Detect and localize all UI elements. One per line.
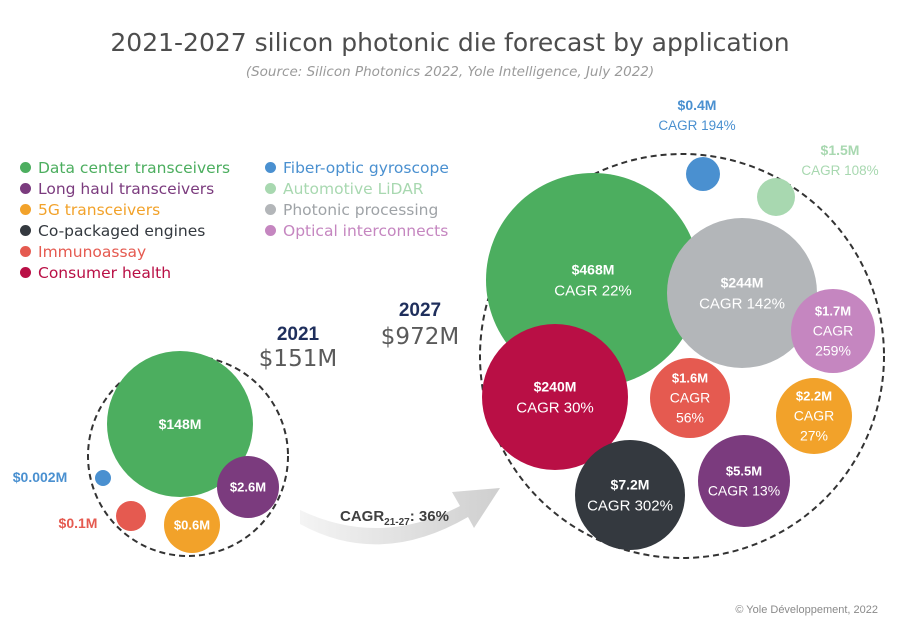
total-2021-label: $151M (258, 346, 338, 372)
bubble-2027-automotive-lidar (757, 178, 795, 216)
legend-swatch (20, 225, 31, 236)
bubble-cagr-label-2027-immunoassay: 56% (676, 410, 704, 426)
bubble-2027-long-haul-transceivers (698, 435, 790, 527)
bubble-cagr-label-2027-automotive-lidar: CAGR 108% (801, 163, 878, 178)
cagr-total-value: : 36% (409, 508, 449, 525)
bubble-2021-long-haul-transceivers (217, 456, 279, 518)
bubble-value-label-2027-photonic-processing: $244M (721, 274, 764, 290)
bubble-cagr-label-2027-co-packaged-engines: CAGR 302% (587, 497, 673, 514)
bubble-value-label-2027-5g-transceivers: $2.2M (796, 389, 832, 404)
legend-swatch (20, 204, 31, 215)
bubble-value-label-2021-5g-transceivers: $0.6M (174, 518, 210, 533)
legend-swatch (20, 267, 31, 278)
legend-item-gyroscope: Fiber-optic gyroscope (265, 158, 449, 178)
legend-label: Co-packaged engines (38, 222, 206, 240)
legend-label: Consumer health (38, 264, 172, 282)
bubble-value-label-2027-long-haul-transceivers: $5.5M (726, 464, 762, 479)
bubble-value-label-2027-fiber-optic-gyroscope: $0.4M (678, 97, 717, 113)
bubble-2021-data-center-transceivers (107, 351, 253, 497)
legend-label: Fiber-optic gyroscope (283, 159, 449, 177)
bubble-cagr-label-2027-5g-transceivers: 27% (800, 428, 828, 444)
legend-item-5g: 5G transceivers (20, 200, 160, 220)
cagr-total-prefix: CAGR (340, 508, 385, 525)
bubble-cagr-label-2027-5g-transceivers: CAGR (794, 408, 834, 424)
chart-subtitle: (Source: Silicon Photonics 2022, Yole In… (245, 64, 655, 80)
total-2027-label: $972M (380, 324, 460, 350)
bubble-cagr-label-2027-photonic-processing: CAGR 142% (699, 295, 785, 312)
bubble-value-label-2027-immunoassay: $1.6M (672, 371, 708, 386)
bubble-2027-co-packaged-engines (575, 440, 685, 550)
bubble-value-label-2027-co-packaged-engines: $7.2M (611, 476, 650, 492)
legend-item-data-center: Data center transceivers (20, 158, 230, 178)
year-2021-label: 2021 (276, 324, 320, 345)
legend-item-consumer-health: Consumer health (20, 263, 171, 283)
legend-item-photonic-processing: Photonic processing (265, 200, 438, 220)
copyright: © Yole Développement, 2022 (735, 604, 878, 616)
legend-label: Photonic processing (283, 201, 439, 219)
legend-label: Data center transceivers (38, 159, 231, 177)
bubble-value-label-2027-automotive-lidar: $1.5M (821, 142, 860, 158)
bubble-cagr-label-2027-fiber-optic-gyroscope: CAGR 194% (658, 118, 735, 133)
bubble-value-label-2021-immunoassay: $0.1M (59, 515, 98, 531)
bubble-2027-fiber-optic-gyroscope (686, 157, 720, 191)
bubble-2021-immunoassay (116, 501, 146, 531)
bubble-cagr-label-2027-immunoassay: CAGR (670, 390, 710, 406)
legend-swatch (20, 183, 31, 194)
legend-item-optical-interconnects: Optical interconnects (265, 221, 448, 241)
legend-swatch (20, 162, 31, 173)
bubble-2021-fiber-optic-gyroscope (95, 470, 111, 486)
bubble-value-label-2021-data-center-transceivers: $148M (159, 416, 202, 432)
legend-item-long-haul: Long haul transceivers (20, 179, 214, 199)
cagr-total-label: CAGR21-27: 36% (340, 508, 449, 528)
bubble-cagr-label-2027-optical-interconnects: 259% (815, 343, 851, 359)
legend-label: Automotive LiDAR (283, 180, 424, 198)
bubble-value-label-2021-fiber-optic-gyroscope: $0.002M (13, 469, 67, 485)
bubble-value-label-2027-data-center-transceivers: $468M (572, 261, 615, 277)
outer-circle-2027 (479, 153, 885, 559)
year-2027-label: 2027 (398, 300, 442, 321)
legend-label: 5G transceivers (38, 201, 161, 219)
legend-swatch (265, 183, 276, 194)
chart-title: 2021-2027 silicon photonic die forecast … (110, 28, 790, 57)
legend-label: Immunoassay (38, 243, 147, 261)
legend-label: Long haul transceivers (38, 180, 215, 198)
legend-swatch (265, 204, 276, 215)
legend-label: Optical interconnects (283, 222, 449, 240)
cagr-total-period: 21-27 (384, 517, 410, 528)
legend-item-immunoassay: Immunoassay (20, 242, 146, 262)
bubble-cagr-label-2027-consumer-health: CAGR 30% (516, 399, 594, 416)
legend-swatch (20, 246, 31, 257)
bubble-value-label-2021-long-haul-transceivers: $2.6M (230, 480, 266, 495)
bubble-2027-5g-transceivers (776, 378, 852, 454)
bubble-value-label-2027-optical-interconnects: $1.7M (815, 304, 851, 319)
bubble-cagr-label-2027-long-haul-transceivers: CAGR 13% (708, 483, 780, 499)
legend-item-lidar: Automotive LiDAR (265, 179, 424, 199)
bubble-cagr-label-2027-data-center-transceivers: CAGR 22% (554, 282, 632, 299)
bubble-2027-optical-interconnects (791, 289, 875, 373)
bubble-2021-5g-transceivers (164, 497, 220, 553)
legend-swatch (265, 225, 276, 236)
bubble-2027-consumer-health (482, 324, 628, 470)
bubble-2027-immunoassay (650, 358, 730, 438)
bubble-cagr-label-2027-optical-interconnects: CAGR (813, 323, 853, 339)
legend-swatch (265, 162, 276, 173)
bubble-value-label-2027-consumer-health: $240M (534, 378, 577, 394)
growth-arrow (300, 488, 500, 545)
bubble-2027-photonic-processing (667, 218, 817, 368)
legend-item-co-packaged: Co-packaged engines (20, 221, 205, 241)
